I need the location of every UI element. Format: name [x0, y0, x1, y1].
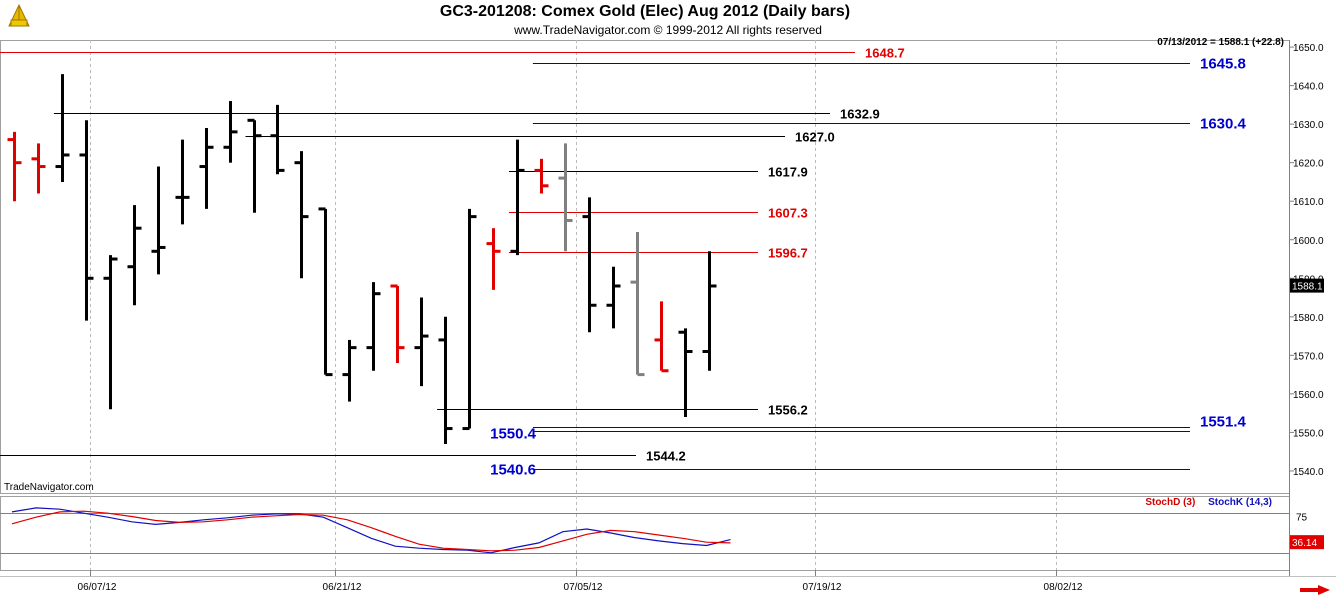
level-label: 1596.7 — [768, 246, 808, 261]
y-tick-label: 1610.0 — [1293, 197, 1324, 208]
y-tick-label: 1620.0 — [1293, 159, 1324, 170]
y-tick-label: 1560.0 — [1293, 390, 1324, 401]
y-tick-label: 1630.0 — [1293, 120, 1324, 131]
stoch-series-line — [11, 510, 731, 552]
y-tick-label: 1640.0 — [1293, 82, 1324, 93]
level-label: 1617.9 — [768, 165, 808, 180]
x-tick-label: 08/02/12 — [1044, 582, 1083, 593]
legend-stoch-d: StochD (3) — [1145, 497, 1196, 508]
y-tick-label: 1570.0 — [1293, 351, 1324, 362]
level-label: 1630.4 — [1200, 116, 1247, 133]
x-tick-label: 06/07/12 — [78, 582, 117, 593]
last-price-label: 1588.1 — [1292, 282, 1323, 293]
price-pane — [0, 40, 1290, 494]
y-tick-label: 1540.0 — [1293, 467, 1324, 478]
stoch-legend: StochD (3) StochK (14,3) — [1145, 497, 1272, 508]
level-label: 1632.9 — [840, 107, 880, 122]
level-label: 1648.7 — [865, 46, 905, 61]
y-tick-label: 1600.0 — [1293, 236, 1324, 247]
y-tick-label: 1580.0 — [1293, 313, 1324, 324]
scroll-right-arrow-icon[interactable] — [1300, 582, 1330, 595]
level-label: 1645.8 — [1200, 56, 1246, 73]
y-tick-label: 1650.0 — [1293, 43, 1324, 54]
stoch-y-tick-label: 75 — [1296, 513, 1308, 524]
stoch-last-label: 36.14 — [1292, 538, 1317, 549]
legend-stoch-k: StochK (14,3) — [1208, 497, 1272, 508]
x-tick-label: 07/19/12 — [803, 582, 842, 593]
x-tick-label: 06/21/12 — [323, 582, 362, 593]
last-price-box — [1290, 278, 1324, 293]
chart-title: GC3-201208: Comex Gold (Elec) Aug 2012 (… — [439, 3, 851, 20]
stoch-series-line — [11, 507, 731, 554]
stoch-last-box — [1290, 535, 1324, 550]
level-label: 1540.6 — [490, 462, 536, 479]
level-label: 1551.4 — [1200, 414, 1247, 431]
level-label: 1556.2 — [768, 403, 808, 418]
last-quote: 07/13/2012 = 1588.1 (+22.8) — [1157, 37, 1284, 48]
level-label: 1607.3 — [768, 206, 808, 221]
x-tick-label: 07/05/12 — [564, 582, 603, 593]
watermark: TradeNavigator.com — [4, 482, 94, 493]
level-label: 1550.4 — [490, 426, 537, 443]
copyright-text: www.TradeNavigator.com © 1999-2012 All r… — [514, 23, 822, 37]
y-tick-label: 1550.0 — [1293, 428, 1324, 439]
level-label: 1544.2 — [646, 449, 686, 464]
level-label: 1627.0 — [795, 130, 835, 145]
trade-navigator-logo-icon — [4, 2, 34, 30]
